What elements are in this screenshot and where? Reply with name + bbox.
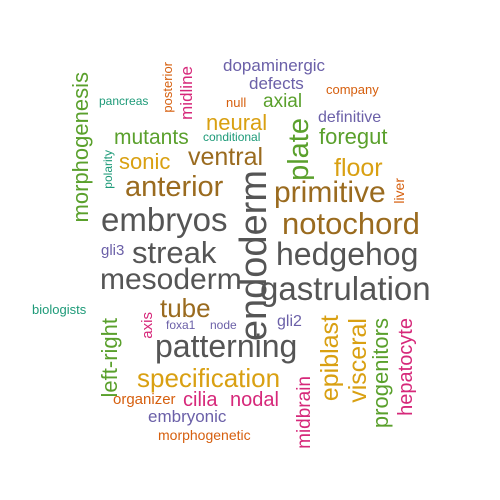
word-left-right: left-right [97,318,122,398]
word-mesoderm: mesoderm [100,263,242,296]
word-gastrulation: gastrulation [260,270,431,307]
word-tube: tube [160,293,211,323]
word-gli3: gli3 [101,242,125,259]
word-plate: plate [283,118,315,181]
word-biologists: biologists [32,302,87,317]
word-foregut: foregut [319,124,388,149]
word-anterior: anterior [125,171,224,203]
word-endoderm: endoderm [233,170,275,342]
word-company: company [326,82,379,97]
word-patterning: patterning [155,328,298,364]
word-defects: defects [249,74,304,93]
word-morphogenesis: morphogenesis [68,72,93,223]
word-neural: neural [206,110,268,135]
word-streak: streak [132,235,217,270]
word-posterior: posterior [160,62,175,113]
word-liver: liver [391,178,407,204]
word-axis: axis [139,312,156,339]
word-midbrain: midbrain [294,376,315,449]
word-hedgehog: hedgehog [276,236,419,272]
word-progenitors: progenitors [368,318,393,429]
word-cilia: cilia [183,389,218,411]
word-hepatocyte: hepatocyte [395,318,417,416]
word-null: null [226,95,247,110]
word-floor: floor [334,154,383,182]
word-node: node [210,318,237,332]
word-ventral: ventral [188,143,264,171]
word-axial: axial [263,91,303,112]
word-conditional: conditional [203,130,261,144]
word-nodal: nodal [230,389,279,411]
word-primitive: primitive [274,176,386,209]
word-specification: specification [137,363,281,393]
word-epiblast: epiblast [316,315,344,402]
word-embryonic: embryonic [148,407,227,426]
word-midline: midline [177,66,196,120]
word-pancreas: pancreas [99,94,149,108]
word-embryos: embryos [101,201,228,238]
word-dopaminergic: dopaminergic [223,56,326,75]
word-gli2: gli2 [277,313,302,330]
word-polarity: polarity [101,150,115,189]
word-mutants: mutants [114,126,189,149]
word-organizer: organizer [113,391,176,408]
word-notochord: notochord [282,206,420,241]
word-sonic: sonic [119,149,171,174]
word-morphogenetic: morphogenetic [158,427,251,443]
word-definitive: definitive [318,109,382,126]
word-foxa1: foxa1 [166,318,196,332]
